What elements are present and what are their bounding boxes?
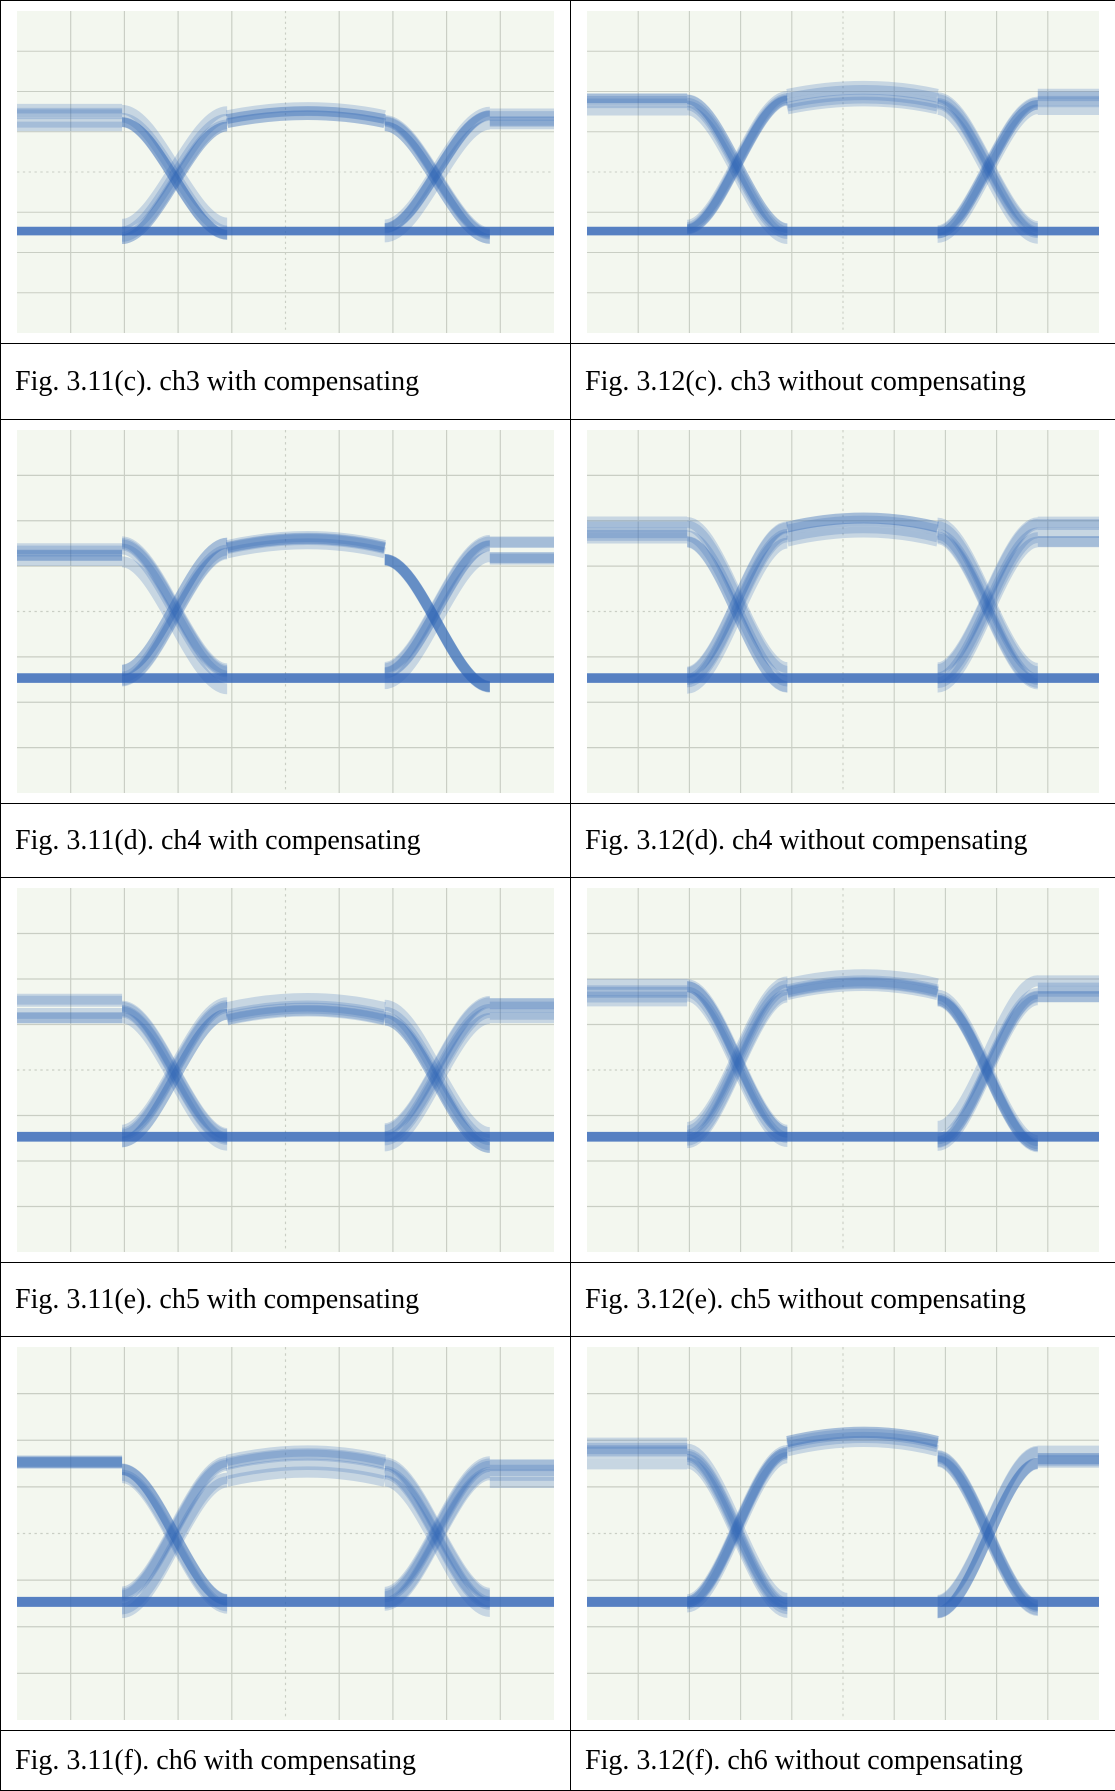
eye-diagram — [17, 1347, 554, 1720]
eye-diagram — [17, 11, 554, 333]
image-row — [1, 420, 1115, 804]
image-row — [1, 1337, 1115, 1731]
image-cell — [571, 878, 1115, 1263]
caption: Fig. 3.11(e). ch5 with compensating — [1, 1263, 571, 1337]
caption: Fig. 3.11(f). ch6 with compensating — [1, 1731, 571, 1791]
image-cell — [1, 1, 571, 344]
image-cell — [571, 1, 1115, 344]
eye-diagram — [17, 430, 554, 793]
caption: Fig. 3.11(c). ch3 with compensating — [1, 344, 571, 420]
eye-diagram — [587, 1347, 1099, 1720]
image-cell — [1, 420, 571, 804]
eye-diagram — [587, 430, 1099, 793]
image-row — [1, 1, 1115, 344]
caption: Fig. 3.12(c). ch3 without compensating — [571, 344, 1115, 420]
caption: Fig. 3.11(d). ch4 with compensating — [1, 804, 571, 878]
image-cell — [1, 878, 571, 1263]
image-cell — [571, 420, 1115, 804]
caption: Fig. 3.12(d). ch4 without compensating — [571, 804, 1115, 878]
eye-diagram — [587, 888, 1099, 1252]
caption: Fig. 3.12(f). ch6 without compensating — [571, 1731, 1115, 1791]
caption: Fig. 3.12(e). ch5 without compensating — [571, 1263, 1115, 1337]
eye-diagram — [587, 11, 1099, 333]
image-row — [1, 878, 1115, 1263]
eye-diagram — [17, 888, 554, 1252]
image-cell — [1, 1337, 571, 1731]
image-cell — [571, 1337, 1115, 1731]
